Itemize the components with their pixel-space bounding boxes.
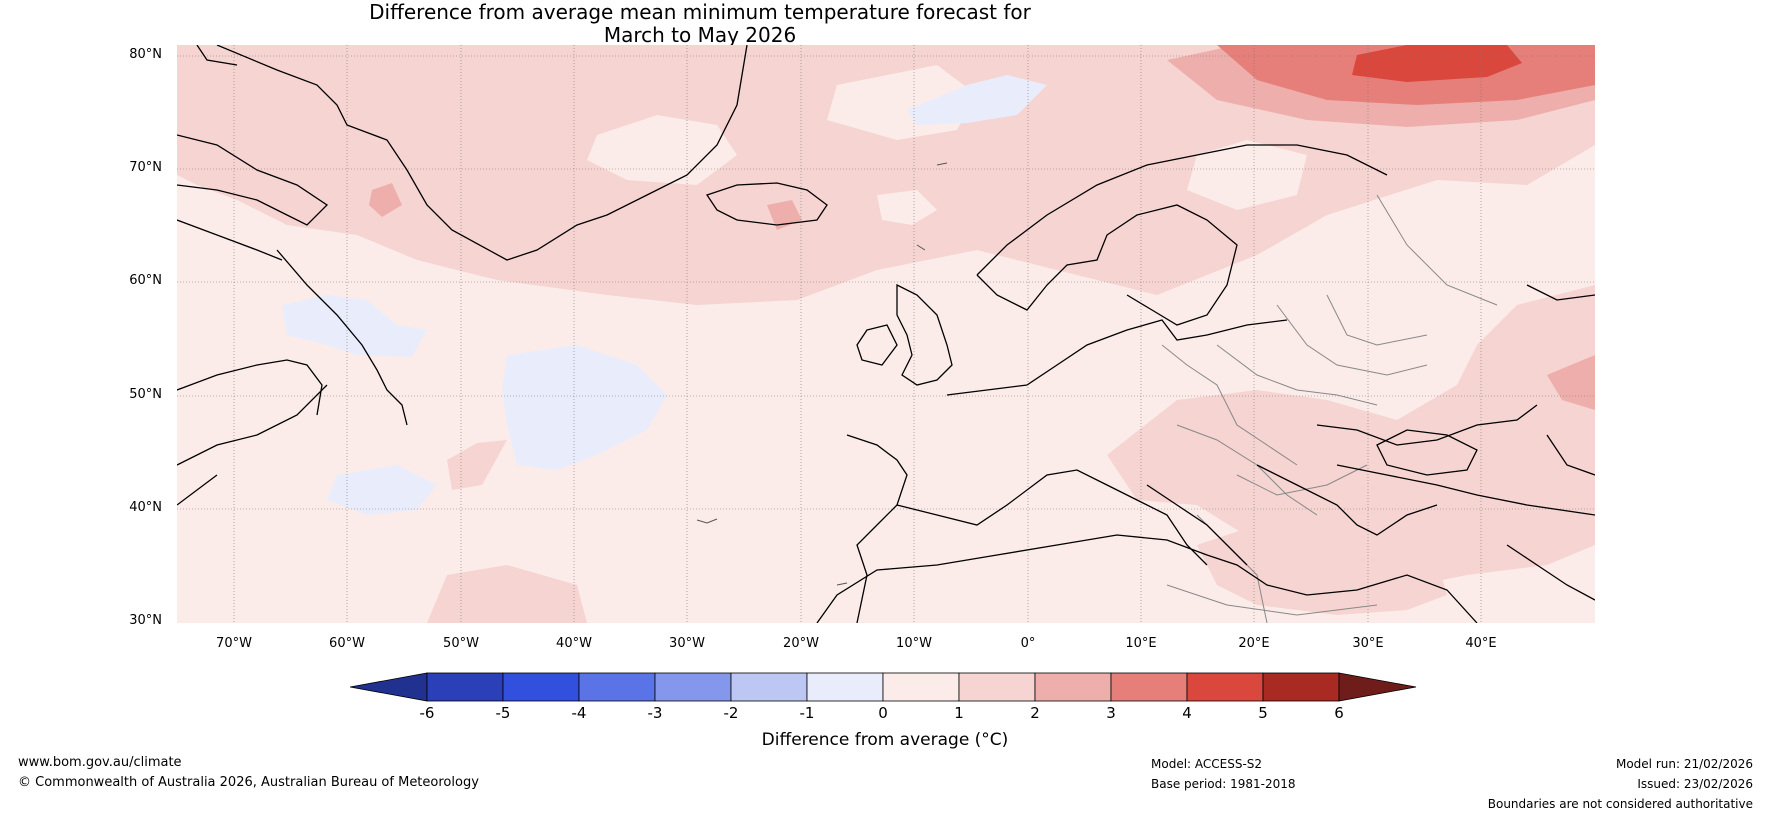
colorbar-tick--6: -6 [419,704,435,722]
anomaly-region-europe-1-to-2 [1107,285,1595,595]
colorbar-label: Difference from average (°C) [761,730,1009,750]
anomaly-patch-0-to-1-c [877,190,937,225]
lon-label-60w: 60°W [329,636,365,651]
colorbar-segment--6-to--5 [426,672,504,702]
colorbar-tick--3: -3 [647,704,663,722]
footer-model-run: Model run: 21/02/2026 [1615,757,1753,771]
anomaly-region-atlantic-south-1-to-2 [427,565,587,623]
lon-label-20w: 20°W [783,636,819,651]
colorbar-segment-1-to-2 [958,672,1036,702]
colorbar-segment-4-to-5 [1186,672,1264,702]
lat-label-80n: 80°N [129,47,162,62]
lat-label-70n: 70°N [129,160,162,175]
graticule [177,45,1595,623]
colorbar-tick--5: -5 [495,704,511,722]
lon-label-40e: 40°E [1465,636,1497,651]
anomaly-region-nova-scotia-minus-1-to-0 [327,465,437,515]
colorbar-extend-min [350,672,428,702]
colorbar-extend-max [1338,672,1417,702]
anomaly-patch-0-to-1-a [587,115,737,185]
colorbar-segment--4-to--3 [578,672,656,702]
anomaly-region-labrador-sea-minus-1-to-0 [282,295,427,357]
anomaly-patch-0-to-1-d [1187,140,1307,210]
lon-label-20e: 20°E [1238,636,1270,651]
footer-disclaimer: Boundaries are not considered authoritat… [1487,797,1753,811]
colorbar-segment--2-to--1 [730,672,808,702]
lon-label-0: 0° [1020,636,1036,651]
colorbar-segment-2-to-3 [1034,672,1112,702]
colorbar-segment--1-to-0 [806,672,884,702]
lon-label-50w: 50°W [443,636,479,651]
lon-label-30e: 30°E [1352,636,1384,651]
colorbar-tick-1: 1 [954,704,964,722]
lat-label-50n: 50°N [129,387,162,402]
anomaly-region-north-atlantic-1-to-2 [177,45,1595,305]
anomaly-patch-2-to-3-greenland-west [369,183,402,217]
footer-copyright: © Commonwealth of Australia 2026, Austra… [18,775,479,790]
colorbar-tick--4: -4 [571,704,587,722]
colorbar-tick-4: 4 [1182,704,1192,722]
footer-base-period: Base period: 1981-2018 [1151,777,1296,791]
forecast-map [177,45,1595,623]
colorbar-segment-3-to-4 [1110,672,1188,702]
colorbar-tick--2: -2 [723,704,739,722]
colorbar-segment-0-to-1 [882,672,960,702]
footer-issued: Issued: 23/02/2026 [1637,777,1753,791]
lat-label-60n: 60°N [129,273,162,288]
anomaly-region-africa-1-to-2 [1197,525,1447,615]
lon-label-40w: 40°W [556,636,592,651]
lat-label-40n: 40°N [129,500,162,515]
lon-label-10w: 10°W [896,636,932,651]
islands [696,162,948,586]
colorbar-tick-3: 3 [1106,704,1116,722]
colorbar-segment--5-to--4 [502,672,580,702]
colorbar-segment-5-to-6 [1262,672,1340,702]
footer-model: Model: ACCESS-S2 [1151,757,1263,771]
lat-label-30n: 30°N [129,613,162,628]
anomaly-patch-2-to-3-russia [1547,355,1595,410]
anomaly-region-barents-4-to-5 [1352,45,1522,82]
lon-label-30w: 30°W [669,636,705,651]
coastlines [177,45,1595,623]
colorbar-tick--1: -1 [799,704,815,722]
anomaly-region-greenland-sea-minus-1-to-0 [907,75,1047,125]
colorbar [350,672,1417,702]
colorbar-tick-0: 0 [878,704,888,722]
colorbar-tick-2: 2 [1030,704,1040,722]
anomaly-region-mid-atlantic-1-to-2 [447,440,507,490]
colorbar-segment--3-to--2 [654,672,732,702]
lon-label-10e: 10°E [1125,636,1157,651]
anomaly-region-mid-atlantic-minus-1-to-0 [502,345,667,470]
colorbar-tick-6: 6 [1334,704,1344,722]
colorbar-tick-5: 5 [1258,704,1268,722]
lon-label-70w: 70°W [216,636,252,651]
chart-title-line-2: March to May 2026 [603,23,797,47]
chart-title-line-1: Difference from average mean minimum tem… [369,0,1031,24]
footer-website: www.bom.gov.au/climate [18,755,182,770]
